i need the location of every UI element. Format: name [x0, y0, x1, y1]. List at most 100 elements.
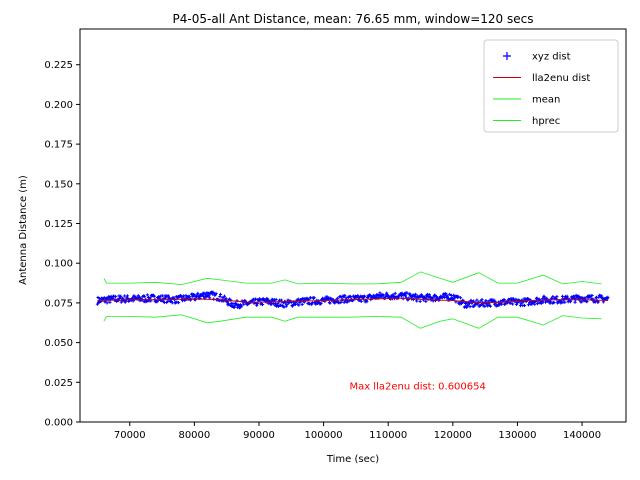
xyz-dist-point: [533, 302, 537, 306]
y-tick-label: 0.125: [44, 219, 73, 230]
x-tick-label: 70000: [114, 430, 146, 441]
xyz-dist-point: [606, 295, 610, 299]
xyz-dist-point: [152, 294, 156, 298]
xyz-dist-point: [488, 304, 493, 308]
xyz-dist-point: [463, 305, 467, 309]
xyz-dist-point: [415, 299, 419, 303]
xyz-dist-point: [260, 302, 265, 307]
xyz-dist-point: [500, 302, 504, 306]
x-tick-label: 90000: [243, 430, 275, 441]
x-tick-label: 130000: [498, 430, 536, 441]
xyz-dist-point: [97, 300, 101, 305]
xyz-dist-point: [511, 302, 515, 306]
xyz-dist-point: [385, 291, 389, 295]
chart-title: P4-05-all Ant Distance, mean: 76.65 mm, …: [173, 12, 534, 26]
y-tick-label: 0.175: [44, 140, 73, 151]
xyz-dist-point: [365, 300, 369, 304]
xyz-dist-point: [596, 300, 600, 304]
xyz-dist-point: [136, 294, 140, 298]
x-tick-label: 140000: [563, 430, 601, 441]
xyz-dist-point: [343, 293, 347, 298]
xyz-dist-point: [105, 301, 109, 305]
y-tick-label: 0.200: [44, 100, 73, 111]
xyz-dist-point: [507, 297, 511, 302]
xyz-dist-point: [279, 298, 283, 302]
xyz-dist-point: [166, 294, 170, 298]
xyz-dist-point: [218, 292, 223, 296]
xyz-dist-point: [560, 294, 565, 298]
xyz-dist-point: [452, 293, 456, 297]
y-axis-label: Antenna Distance (m): [18, 175, 29, 285]
xyz-dist-point: [573, 300, 577, 304]
xyz-dist-point: [585, 300, 589, 304]
xyz-dist-point: [526, 303, 531, 307]
xyz-dist-point: [214, 291, 218, 296]
xyz-dist-point: [481, 304, 485, 308]
xyz-dist-point: [425, 295, 429, 299]
xyz-dist-point: [368, 293, 372, 298]
xyz-dist-point: [539, 301, 544, 305]
xyz-dist-point: [123, 294, 127, 298]
xyz-dist-point: [102, 296, 106, 300]
xyz-dist-point: [239, 304, 244, 308]
xyz-dist-point: [328, 301, 332, 305]
xyz-dist-point: [428, 295, 432, 299]
xyz-dist-point: [410, 295, 414, 299]
xyz-dist-point: [333, 300, 337, 305]
max-distance-annotation: Max lla2enu dist: 0.600654: [349, 381, 485, 392]
y-tick-label: 0.225: [44, 60, 73, 71]
legend: xyz dist lla2enu dist mean hprec: [483, 39, 619, 133]
x-axis-ticks: 70000 80000 90000 100000 110000 120000 130000 1…: [114, 422, 601, 441]
legend-label: xyz dist: [532, 52, 571, 63]
xyz-dist-point: [424, 299, 428, 303]
xyz-dist-point: [267, 298, 271, 302]
xyz-dist-point: [362, 294, 367, 298]
xyz-dist-point: [393, 291, 397, 295]
xyz-dist-point: [211, 290, 215, 294]
xyz-dist-point: [590, 293, 594, 298]
series-hprec: [103, 314, 602, 329]
xyz-dist-point: [196, 291, 200, 295]
xyz-dist-point: [580, 300, 584, 304]
xyz-dist-point: [566, 296, 570, 300]
xyz-dist-point: [418, 299, 422, 303]
xyz-dist-point: [339, 300, 343, 304]
xyz-dist-point: [456, 294, 460, 299]
plot-frame: [79, 28, 627, 423]
xyz-dist-point: [502, 297, 506, 302]
x-tick-label: 110000: [369, 430, 407, 441]
xyz-dist-point: [282, 305, 286, 309]
xyz-dist-point: [325, 295, 329, 299]
xyz-dist-point: [403, 294, 408, 298]
xyz-dist-point: [170, 301, 174, 305]
xyz-dist-point: [221, 295, 225, 300]
y-tick-label: 0.025: [44, 378, 73, 389]
y-tick-label: 0.150: [44, 179, 73, 190]
xyz-dist-point: [568, 300, 573, 304]
xyz-dist-point: [554, 297, 558, 301]
xyz-dist-point: [226, 302, 231, 306]
legend-items: xyz dist lla2enu dist mean hprec: [493, 52, 590, 127]
xyz-dist-point: [514, 302, 519, 306]
legend-label: hprec: [532, 116, 560, 127]
xyz-dist-point: [601, 296, 605, 300]
xyz-dist-point: [205, 291, 209, 295]
xyz-dist-point: [300, 302, 304, 306]
xyz-dist-point: [392, 294, 396, 298]
xyz-dist-point: [123, 300, 127, 304]
xyz-dist-point: [95, 302, 100, 306]
series-layer: [95, 271, 610, 329]
xyz-dist-point: [427, 293, 431, 297]
xyz-dist-point: [145, 293, 149, 297]
xyz-dist-point: [469, 298, 473, 303]
xyz-dist-point: [228, 303, 232, 307]
xyz-dist-point: [314, 302, 318, 306]
xyz-dist-point: [356, 293, 360, 298]
xyz-dist-point: [445, 294, 449, 298]
xyz-dist-point: [522, 303, 527, 308]
xyz-dist-point: [255, 303, 259, 307]
xyz-dist-point: [448, 292, 452, 296]
xyz-dist-point: [107, 295, 111, 299]
xyz-dist-point: [530, 302, 534, 306]
xyz-dist-point: [96, 295, 100, 300]
